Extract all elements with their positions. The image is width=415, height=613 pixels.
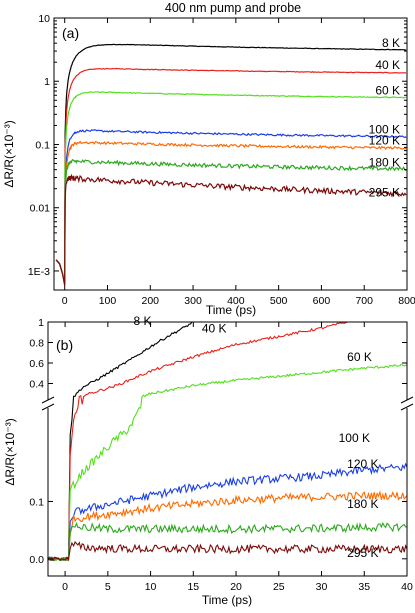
panel-a-xtick-label: 0: [62, 295, 68, 307]
panel-a-ytick-label: 0.1: [35, 139, 50, 151]
axis-break-mark: [400, 396, 414, 404]
panel-b-series-label: 40 K: [202, 321, 227, 335]
axis-break-gap: [43, 400, 53, 408]
panel-b-series-line: [47, 521, 408, 562]
panel-b-xtick-label: 0: [62, 581, 68, 593]
panel-a-series-label: 60 K: [375, 83, 400, 97]
panel-a-ytick-label: 1E-3: [28, 266, 50, 278]
panel-a-series-label: 40 K: [375, 58, 400, 72]
panel-a-xtick-label: 200: [142, 295, 160, 307]
panel-a: 0 100 200 300 400 500 600 700 8001E-30.010.1110 …: [2, 13, 415, 317]
panel-b-series-label: 60 K: [347, 350, 372, 364]
axis-break-mark: [41, 396, 55, 404]
panel-a-series-line: [55, 129, 407, 286]
panel-b-series-line: [47, 462, 408, 562]
panel-b-ytick-label: 0.6: [29, 358, 44, 370]
panel-a-xtick-label: 800: [398, 295, 415, 307]
panel-a-series-line: [55, 91, 407, 286]
panel-b-ytick-label: 0.8: [29, 338, 44, 350]
panel-b-series-label: 100 K: [339, 431, 370, 445]
panel-b-ylabel: ΔR/R(×10⁻³): [3, 418, 17, 485]
panel-a-ytick-label: 0.01: [30, 203, 51, 215]
panel-a-xtick-label: 100: [99, 295, 117, 307]
panel-b-ytick-label: 0.0: [29, 554, 44, 566]
panel-a-xtick-label: 700: [355, 295, 373, 307]
axis-break-mark: [41, 403, 55, 411]
panel-a-xtick-label: 300: [184, 295, 202, 307]
panel-a-series-label: 295 K: [369, 186, 400, 200]
panel-a-frame: [53, 17, 408, 291]
panel-b-xtick-label: 5: [105, 581, 111, 593]
panel-b-xtick-label: 20: [230, 581, 242, 593]
panel-a-series-line: [55, 140, 407, 286]
panel-a-series-label: 100 K: [369, 122, 400, 136]
panel-a-series-label: 8 K: [382, 36, 400, 50]
panel-b-series-label: 180 K: [347, 497, 378, 511]
panel-a-series-line: [55, 43, 407, 286]
panel-a-series-label: 180 K: [369, 156, 400, 170]
panel-b-series-line: [47, 540, 408, 561]
panel-b-series-line: [47, 363, 408, 562]
panel-a-series-line: [55, 173, 407, 286]
panel-b-label: (b): [56, 337, 73, 353]
panel-a-label: (a): [62, 25, 79, 41]
axis-break-gap: [402, 400, 412, 408]
panel-b-frame: [47, 321, 408, 577]
panel-a-ytick-label: 1: [44, 76, 50, 88]
panel-b-xlabel: Time (ps): [202, 593, 252, 607]
panel-b-xtick-label: 15: [187, 581, 199, 593]
panel-b-ytick-label: 0.1: [29, 496, 44, 508]
panel-b-ytick-label: 1: [38, 317, 44, 329]
figure-title: 400 nm pump and probe: [165, 1, 301, 15]
panel-b-xtick-label: 40: [401, 581, 413, 593]
panel-a-xlabel: Time (ps): [206, 303, 256, 317]
panel-b: 0 5 10 15 20 25 30 35 40 0.0 0.1 0.4 0.6 0.8 1 (b) Tim…: [3, 314, 414, 607]
panel-b-series-line: [47, 321, 348, 562]
panel-b-series-group: [47, 321, 408, 563]
panel-b-xtick-label: 25: [273, 581, 285, 593]
panel-b-ytick-label: 0.4: [29, 379, 44, 391]
panel-a-ytick-label: 10: [38, 13, 50, 25]
panel-b-series-label: 120 K: [347, 457, 378, 471]
panel-b-series-label: 8 K: [133, 314, 151, 328]
panel-b-series-line: [47, 490, 408, 561]
panel-b-axis-break: [41, 396, 414, 411]
panel-a-ylabel: ΔR/R(×10⁻³): [2, 120, 16, 187]
panel-a-xtick-label: 600: [313, 295, 331, 307]
panel-b-xtick-label: 35: [358, 581, 370, 593]
panel-a-xtick-label: 400: [227, 295, 245, 307]
panel-a-series-group: [55, 43, 407, 286]
panel-a-series-line: [55, 67, 407, 286]
panel-b-series-label: 295 K: [347, 546, 378, 560]
panel-a-xtick-label: 500: [270, 295, 288, 307]
panel-b-xtick-label: 10: [145, 581, 157, 593]
axis-break-mark: [400, 403, 414, 411]
panel-a-series-label: 120 K: [369, 134, 400, 148]
panel-b-xtick-label: 30: [316, 581, 328, 593]
panel-b-series-line: [47, 321, 194, 563]
panel-a-series-line: [55, 158, 407, 286]
